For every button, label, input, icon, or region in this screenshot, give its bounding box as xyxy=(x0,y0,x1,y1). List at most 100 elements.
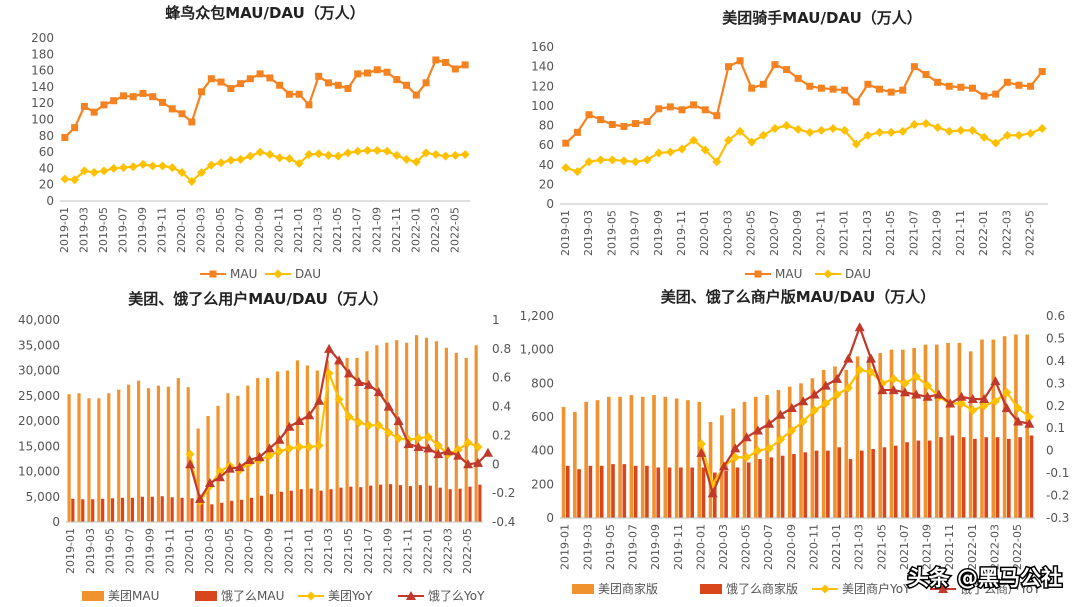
bar xyxy=(599,465,604,518)
data-point xyxy=(422,79,430,87)
data-point xyxy=(80,102,88,110)
data-point xyxy=(783,66,791,74)
x-tick-label: 2021-07 xyxy=(907,210,920,256)
data-point xyxy=(945,398,956,408)
data-point xyxy=(666,103,674,111)
data-point xyxy=(423,443,434,453)
data-point xyxy=(149,93,157,101)
data-point xyxy=(736,57,744,65)
bar xyxy=(573,411,577,518)
legend-label: 美团MAU xyxy=(108,589,159,603)
data-point xyxy=(71,124,79,132)
bar xyxy=(787,386,792,518)
data-point xyxy=(432,56,440,64)
data-point xyxy=(701,106,709,114)
bar xyxy=(67,394,71,522)
x-tick-label: 2019-05 xyxy=(97,207,110,253)
x-tick-label: 2021-01 xyxy=(830,524,843,570)
y-tick-label: 20 xyxy=(39,178,54,192)
data-point xyxy=(324,343,335,353)
data-point xyxy=(1015,81,1023,89)
data-point xyxy=(463,438,473,448)
bar xyxy=(893,445,898,518)
data-point xyxy=(900,378,910,388)
x-tick-label: 2020-11 xyxy=(807,524,820,570)
bar xyxy=(166,386,170,522)
data-point xyxy=(922,70,930,78)
y-tick-label: 160 xyxy=(31,64,54,78)
data-point xyxy=(294,416,305,425)
data-point xyxy=(118,163,128,173)
y-tick-label: 120 xyxy=(31,96,54,110)
bar xyxy=(618,396,622,518)
bar xyxy=(256,378,260,522)
y2-tick-label: -0.3 xyxy=(1046,511,1069,525)
x-tick-label: 2022-05 xyxy=(461,528,474,574)
x-tick-label: 2020-01 xyxy=(183,528,196,574)
data-point xyxy=(700,145,710,155)
bar xyxy=(220,502,224,522)
data-point xyxy=(816,125,826,135)
y2-tick-label: 0.6 xyxy=(492,371,511,385)
data-point xyxy=(453,450,464,460)
bar xyxy=(140,496,144,522)
y2-tick-label: 0.8 xyxy=(492,342,511,356)
data-point xyxy=(620,122,628,130)
y-tick-label: 80 xyxy=(539,119,554,133)
bar xyxy=(136,380,141,522)
bar xyxy=(860,450,864,518)
x-tick-label: 2019-01 xyxy=(559,524,572,570)
data-point xyxy=(373,66,381,74)
data-point xyxy=(195,493,206,503)
data-point xyxy=(482,447,493,457)
data-point xyxy=(642,155,652,165)
y-tick-label: 80 xyxy=(39,129,54,143)
data-point xyxy=(90,108,98,116)
bar xyxy=(645,465,649,518)
x-tick-label: 2020-07 xyxy=(243,528,256,574)
data-point xyxy=(585,111,593,119)
bar xyxy=(826,450,830,518)
data-point xyxy=(1013,416,1024,426)
data-point xyxy=(696,447,707,457)
x-tick-label: 2020-11 xyxy=(282,528,295,574)
x-tick-label: 2020-03 xyxy=(717,524,730,570)
data-point xyxy=(723,135,733,145)
data-point xyxy=(237,80,245,88)
x-tick-label: 2020-05 xyxy=(214,207,227,253)
bar xyxy=(275,371,280,522)
legend-marker xyxy=(823,269,833,279)
bar xyxy=(622,464,627,518)
data-point xyxy=(167,163,177,173)
bar xyxy=(216,405,220,522)
x-tick-label: 2020-09 xyxy=(785,524,798,570)
data-point xyxy=(1038,68,1046,76)
bar xyxy=(633,465,638,518)
bar xyxy=(428,485,432,522)
chart-title: 美团、饿了么商户版MAU/DAU（万人） xyxy=(661,288,936,306)
data-point xyxy=(806,82,814,90)
data-point xyxy=(724,63,732,71)
bar xyxy=(424,337,429,522)
data-point xyxy=(770,123,780,133)
data-point xyxy=(473,457,484,467)
data-point xyxy=(100,101,108,109)
bar xyxy=(474,345,478,522)
bar xyxy=(156,385,161,522)
y-tick-label: 35,000 xyxy=(18,338,60,352)
x-tick-label: 2022-05 xyxy=(1011,524,1024,570)
data-point xyxy=(284,443,294,453)
data-point xyxy=(266,74,274,82)
x-tick-label: 2019-05 xyxy=(104,528,117,574)
bar xyxy=(345,357,349,522)
bar xyxy=(934,344,939,518)
data-point xyxy=(654,148,664,158)
data-point xyxy=(129,93,137,101)
data-point xyxy=(433,441,443,451)
bar xyxy=(611,464,615,518)
y-tick-label: 0 xyxy=(546,511,554,525)
data-point xyxy=(441,151,451,161)
data-point xyxy=(596,155,606,165)
data-point xyxy=(794,74,802,82)
data-point xyxy=(234,462,245,472)
